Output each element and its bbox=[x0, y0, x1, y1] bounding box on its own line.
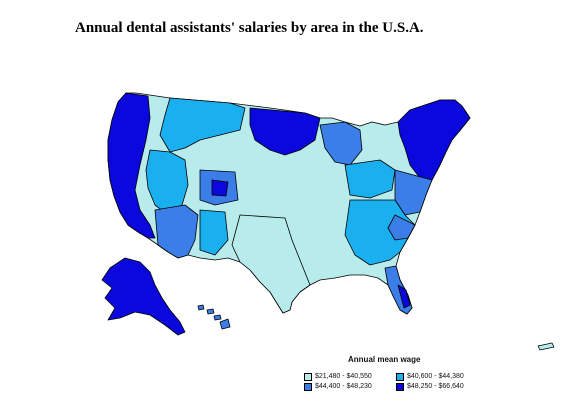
region-northern-rockies bbox=[159, 97, 246, 153]
region-carolinas bbox=[387, 214, 416, 241]
region-texas bbox=[231, 214, 311, 314]
legend-label-3: $44,400 - $48,230 bbox=[315, 383, 372, 390]
region-great-lakes bbox=[319, 121, 363, 166]
legend-item-3: $44,400 - $48,230 bbox=[304, 382, 396, 391]
legend-label-4: $48,250 - $66,640 bbox=[407, 383, 464, 390]
puerto-rico bbox=[537, 342, 555, 351]
legend: $21,480 - $40,550 $40,600 - $44,380 $44,… bbox=[304, 372, 494, 391]
legend-swatch-2 bbox=[396, 372, 404, 381]
legend-swatch-3 bbox=[304, 382, 312, 391]
region-northeast bbox=[397, 99, 471, 181]
region-denver bbox=[211, 179, 229, 197]
region-florida bbox=[384, 265, 413, 315]
region-upper-midwest bbox=[249, 107, 321, 156]
region-ohio-valley bbox=[344, 159, 396, 199]
region-west-coast bbox=[107, 92, 156, 239]
legend-swatch-4 bbox=[396, 382, 404, 391]
map-title: Annual dental assistants' salaries by ar… bbox=[75, 20, 424, 36]
legend-title: Annual mean wage bbox=[348, 355, 421, 364]
legend-item-2: $40,600 - $44,380 bbox=[396, 372, 494, 381]
hawaii-4 bbox=[219, 318, 231, 330]
region-southwest bbox=[154, 204, 199, 259]
region-south-florida bbox=[397, 284, 411, 309]
alaska bbox=[101, 257, 186, 336]
legend-item-1: $21,480 - $40,550 bbox=[304, 372, 396, 381]
legend-swatch-1 bbox=[304, 372, 312, 381]
hawaii-3 bbox=[213, 314, 222, 321]
legend-label-2: $40,600 - $44,380 bbox=[407, 373, 464, 380]
region-new-mexico bbox=[199, 209, 229, 256]
hawaii-2 bbox=[206, 308, 215, 315]
legend-item-4: $48,250 - $66,640 bbox=[396, 382, 494, 391]
hawaii-1 bbox=[197, 304, 205, 311]
legend-label-1: $21,480 - $40,550 bbox=[315, 373, 372, 380]
